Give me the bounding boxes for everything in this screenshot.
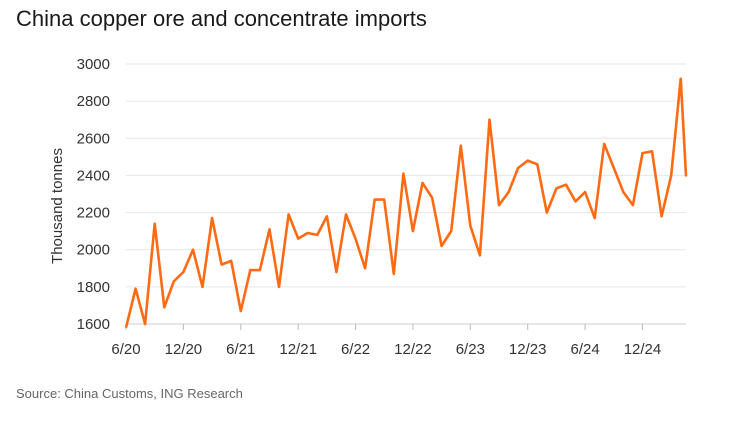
y-axis: 1600 1800 2000 2200 2400 2600 2800 3000 — [77, 56, 110, 333]
y-tick-label: 2400 — [77, 167, 110, 184]
x-tick-label: 6/22 — [341, 341, 370, 358]
y-axis-title: Thousand tonnes — [49, 148, 66, 264]
x-tick-label: 12/21 — [279, 341, 317, 358]
x-tick-label: 12/22 — [394, 341, 432, 358]
y-tick-label: 2200 — [77, 205, 110, 222]
series-group — [124, 77, 688, 329]
x-tick-label: 6/24 — [570, 341, 599, 358]
chart-title: China copper ore and concentrate imports — [16, 6, 427, 31]
x-tick-label: 12/23 — [509, 341, 547, 358]
y-tick-label: 1600 — [77, 316, 110, 333]
y-tick-label: 1800 — [77, 279, 110, 296]
x-tick-label: 6/23 — [456, 341, 485, 358]
x-axis: 6/20 12/20 6/21 12/21 6/22 12/22 6/23 12/23 6/24… — [111, 324, 661, 358]
x-tick-label: 6/20 — [111, 341, 140, 358]
y-tick-label: 3000 — [77, 56, 110, 73]
y-tick-label: 2000 — [77, 242, 110, 259]
y-tick-label: 2800 — [77, 93, 110, 110]
source-note: Source: China Customs, ING Research — [16, 386, 243, 401]
series-line — [124, 78, 682, 329]
y-tick-label: 2600 — [77, 130, 110, 147]
x-tick-label: 12/20 — [165, 341, 203, 358]
line-chart: 1600 1800 2000 2200 2400 2600 2800 3000 6/20 12/… — [49, 56, 688, 358]
x-tick-label: 12/24 — [624, 341, 662, 358]
x-tick-label: 6/21 — [226, 341, 255, 358]
series-line-end — [679, 77, 688, 177]
